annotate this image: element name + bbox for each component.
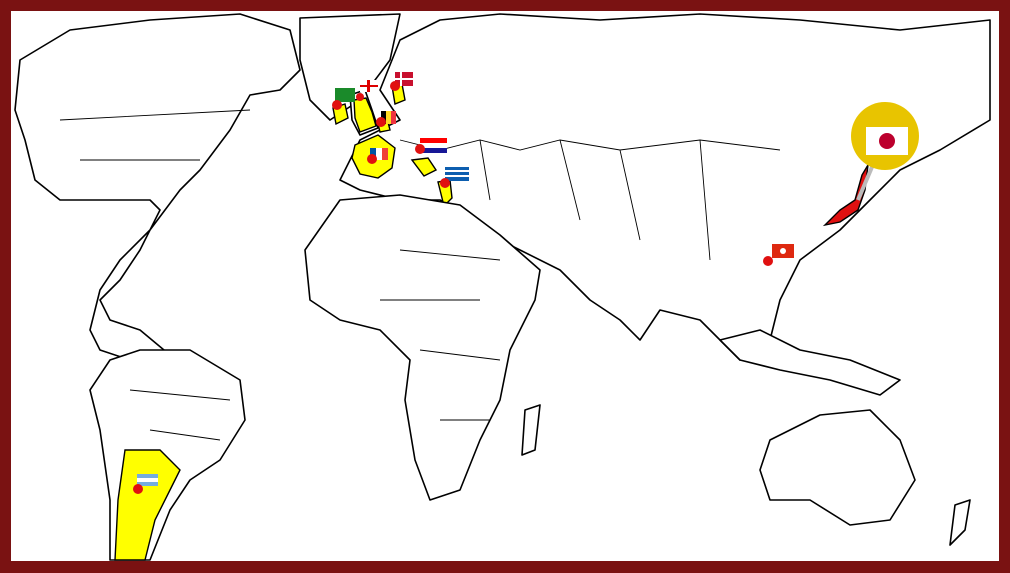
africa: [304, 194, 541, 501]
north-america: [14, 13, 301, 361]
world-map[interactable]: [11, 11, 999, 561]
flag-greece-icon: [445, 167, 469, 181]
madagascar: [521, 404, 541, 456]
world-map-svg: [14, 13, 991, 561]
marker-argentina[interactable]: [133, 474, 158, 494]
marker-greece[interactable]: [440, 167, 469, 188]
flag-ireland-green-harp-icon: [335, 88, 355, 102]
marker-croatia[interactable]: [415, 138, 447, 154]
pin-icon: [332, 100, 342, 110]
south-america: [89, 349, 246, 561]
marker-hong-kong[interactable]: [763, 244, 794, 266]
flag-croatia-icon: [420, 138, 447, 153]
pin-icon: [356, 93, 364, 101]
pin-icon: [367, 154, 377, 164]
flag-argentina-icon: [137, 474, 158, 486]
croatia-highlight: [410, 157, 438, 177]
marker-belgium[interactable]: [376, 111, 396, 127]
australia: [759, 409, 916, 526]
uk-highlight: [353, 97, 377, 133]
flag-france-icon: [370, 148, 388, 160]
argentina-highlight: [114, 449, 181, 561]
pin-icon: [415, 144, 425, 154]
pin-icon: [390, 81, 400, 91]
pin-icon: [440, 178, 450, 188]
pin-icon: [763, 256, 773, 266]
marker-japan[interactable]: [851, 102, 919, 201]
country-borders: [59, 109, 781, 441]
pin-icon: [133, 484, 143, 494]
marker-ireland[interactable]: [332, 88, 355, 110]
new-zealand: [949, 499, 971, 546]
flag-belgium-icon: [381, 111, 396, 124]
marker-denmark[interactable]: [390, 72, 413, 91]
marker-england[interactable]: [356, 80, 378, 101]
southeast-asia-islands: [719, 329, 901, 396]
marker-france[interactable]: [367, 148, 388, 164]
pin-icon: [376, 117, 386, 127]
